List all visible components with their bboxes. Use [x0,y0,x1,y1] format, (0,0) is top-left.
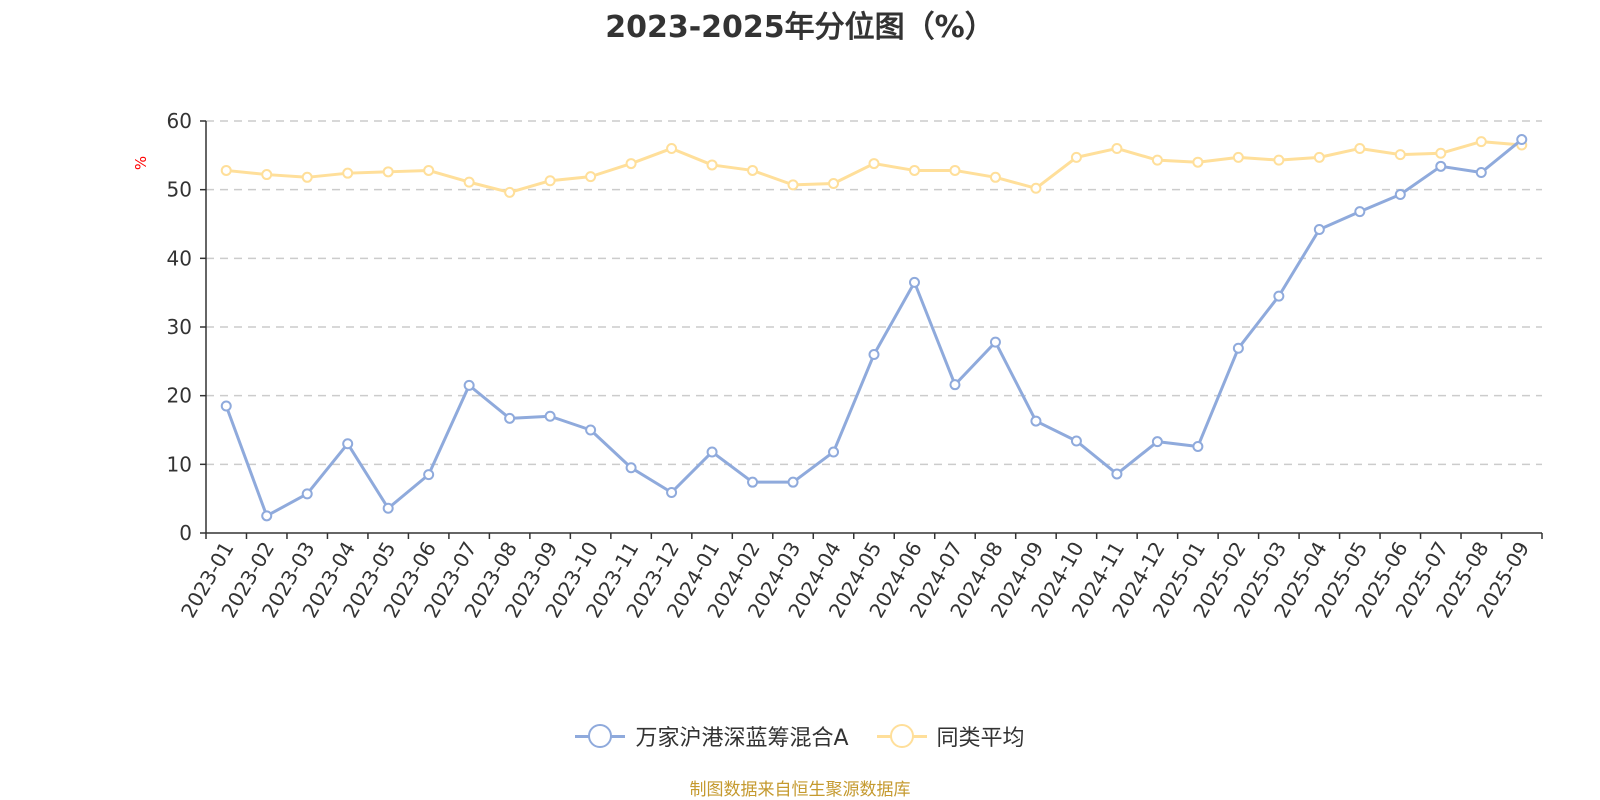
y-tick-label: 20 [167,384,192,408]
data-point[interactable] [463,176,475,188]
data-point[interactable] [261,169,273,181]
legend-label-fund: 万家沪港深蓝筹混合A [635,726,849,751]
data-point[interactable] [1151,436,1163,448]
data-point[interactable] [787,476,799,488]
data-point[interactable] [1354,142,1366,154]
data-point[interactable] [220,164,232,176]
data-point[interactable] [423,164,435,176]
data-point[interactable] [1273,154,1285,166]
data-point[interactable] [908,276,920,288]
data-point[interactable] [382,502,394,514]
legend: 万家沪港深蓝筹混合A 同类平均 [0,720,1600,752]
data-point[interactable] [828,177,840,189]
data-point[interactable] [1273,290,1285,302]
series-0 [220,134,1528,522]
chart-title: 2023-2025年分位图（%） [605,10,995,45]
y-tick-label: 30 [167,315,192,339]
data-point[interactable] [1394,149,1406,161]
series-1 [220,136,1528,198]
data-point[interactable] [706,159,718,171]
y-axis-label: % [132,156,150,170]
data-point[interactable] [342,167,354,179]
data-point[interactable] [666,142,678,154]
data-point[interactable] [1232,151,1244,163]
data-point[interactable] [544,175,556,187]
data-point[interactable] [1111,468,1123,480]
x-tick-labels: 2023-012023-022023-032023-042023-052023-… [176,538,1534,622]
data-point[interactable] [382,166,394,178]
data-point[interactable] [666,486,678,498]
data-point[interactable] [585,171,597,183]
source-note: 制图数据来自恒生聚源数据库 [689,780,911,800]
y-tick-labels: 0 10 20 30 40 50 60 [167,109,192,545]
data-point[interactable] [1070,151,1082,163]
data-point[interactable] [747,164,759,176]
data-point[interactable] [504,186,516,198]
data-point[interactable] [706,446,718,458]
data-point[interactable] [1516,134,1528,146]
data-point[interactable] [1070,435,1082,447]
axes [200,120,1543,539]
data-point[interactable] [747,476,759,488]
data-point[interactable] [908,164,920,176]
data-point[interactable] [989,171,1001,183]
legend-item-peer-average[interactable]: 同类平均 [876,720,1025,752]
data-point[interactable] [423,469,435,481]
data-point[interactable] [1313,223,1325,235]
y-tick-label: 50 [167,178,192,202]
data-point[interactable] [1475,136,1487,148]
data-point[interactable] [1192,156,1204,168]
data-point[interactable] [1192,440,1204,452]
data-point[interactable] [1435,147,1447,159]
data-point[interactable] [787,179,799,191]
data-point[interactable] [301,488,313,500]
legend-label-peer-average: 同类平均 [936,726,1025,751]
data-point[interactable] [868,158,880,170]
line-chart: 0 10 20 30 40 50 60 2023-012023-022023-032023-… [132,109,1543,622]
data-point[interactable] [949,164,961,176]
data-point[interactable] [625,462,637,474]
data-point[interactable] [1151,154,1163,166]
series-lines [220,134,1528,522]
legend-item-fund[interactable]: 万家沪港深蓝筹混合A [575,720,849,752]
data-point[interactable] [1313,151,1325,163]
grid-lines [206,120,1542,466]
data-point[interactable] [1394,188,1406,200]
data-point[interactable] [1111,142,1123,154]
y-tick-label: 40 [167,246,192,270]
data-point[interactable] [342,438,354,450]
data-point[interactable] [868,348,880,360]
data-point[interactable] [463,379,475,391]
y-tick-label: 10 [167,452,192,476]
data-point[interactable] [1232,342,1244,354]
data-point[interactable] [989,336,1001,348]
legend-swatch-fund [575,723,626,749]
data-point[interactable] [1354,206,1366,218]
data-point[interactable] [1435,160,1447,172]
data-point[interactable] [585,424,597,436]
data-point[interactable] [828,446,840,458]
data-point[interactable] [301,171,313,183]
legend-swatch-peer-average [876,723,927,749]
data-point[interactable] [625,158,637,170]
data-point[interactable] [1030,182,1042,194]
data-point[interactable] [504,412,516,424]
data-point[interactable] [261,510,273,522]
data-point[interactable] [544,410,556,422]
data-point[interactable] [1030,415,1042,427]
data-point[interactable] [1475,167,1487,178]
y-tick-label: 0 [179,521,192,545]
data-point[interactable] [220,400,232,412]
y-tick-label: 60 [167,109,192,133]
data-point[interactable] [949,379,961,391]
